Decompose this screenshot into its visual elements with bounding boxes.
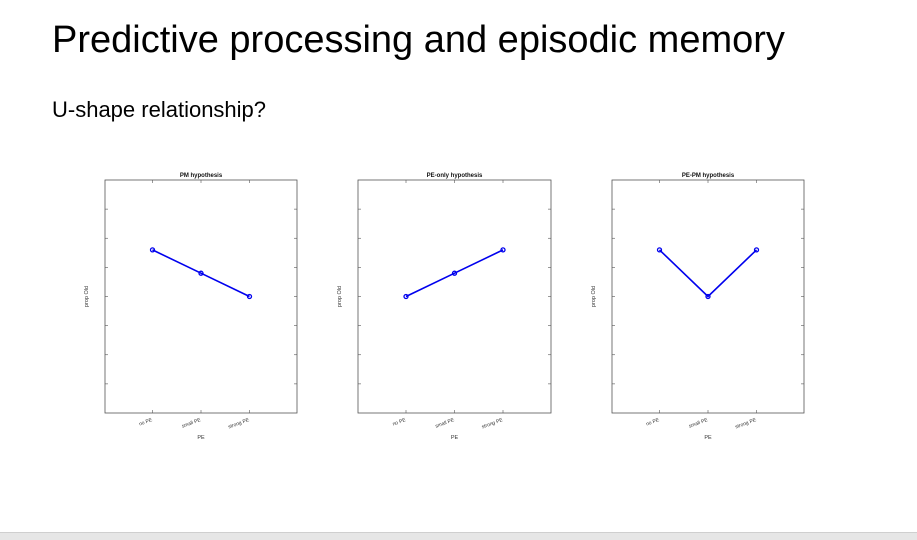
series-line [152,249,250,298]
series-line [658,249,758,298]
chart-title: PE-only hypothesis [427,173,483,179]
x-tick-label: no PE [392,417,407,428]
x-tick-label: strong PE [734,417,757,430]
x-tick-label: no PE [645,417,660,428]
data-point [403,293,409,300]
data-point [149,247,156,253]
chart-title: PE-PM hypothesis [682,173,735,179]
x-tick-label: strong PE [481,417,504,430]
x-axis-label: PE [704,435,712,441]
chart-title: PM hypothesis [180,173,223,179]
x-tick-label: small PE [435,417,456,430]
data-point [656,247,663,253]
data-point [705,293,711,300]
x-tick-label: strong PE [227,417,250,430]
x-tick-label: no PE [138,417,153,428]
data-point [500,247,506,253]
y-axis-label: prop Old [337,286,343,307]
x-axis-label: PE [451,435,459,441]
x-tick-label: small PE [181,417,202,430]
plot-frame [104,179,298,414]
y-axis-label: prop Old [591,286,597,307]
data-point [753,247,760,253]
slide-title: Predictive processing and episodic memor… [52,19,785,61]
x-axis-label: PE [197,435,205,441]
bottom-scrollbar[interactable] [0,532,917,540]
y-axis-label: prop Old [84,286,90,307]
slide-subtitle: U-shape relationship? [52,97,267,122]
data-point [198,270,204,276]
data-point [451,270,458,276]
plot-frame [357,179,552,414]
x-tick-label: small PE [688,417,709,430]
series-line [405,249,504,298]
data-point [246,293,253,300]
